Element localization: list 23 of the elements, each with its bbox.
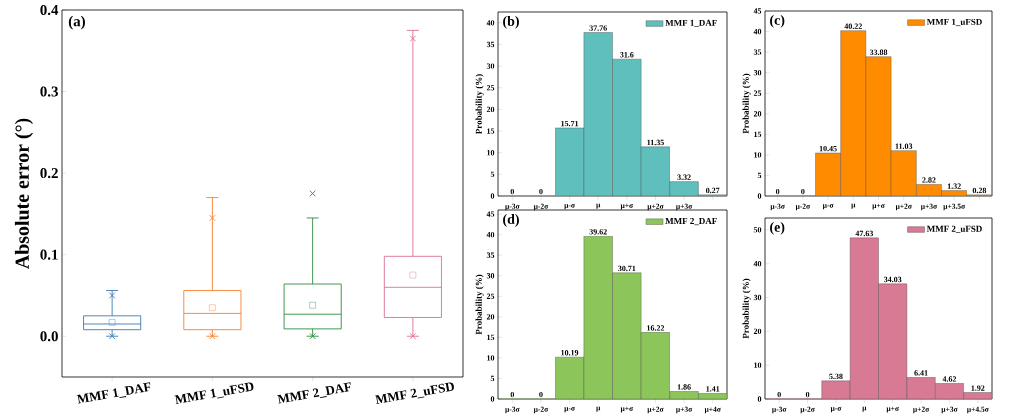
legend-label: MMF 2_DAF bbox=[665, 217, 717, 226]
y-tick-label: 0.3 bbox=[40, 86, 58, 97]
y-axis-title: Probability (%) bbox=[475, 274, 484, 335]
annotation: (c) bbox=[770, 15, 785, 28]
x-tick-label: MMF 1_uFSD bbox=[174, 382, 254, 405]
y-axis-title: Probability (%) bbox=[742, 73, 751, 134]
x-tick-label: MMF 2_DAF bbox=[277, 382, 351, 404]
y-tick-label: 0.0 bbox=[40, 331, 58, 342]
annotation: (d) bbox=[503, 214, 519, 227]
x-tick-label: MMF 1_DAF bbox=[76, 382, 151, 404]
y-axis-title: Probability (%) bbox=[475, 74, 484, 135]
annotation: (e) bbox=[770, 221, 785, 235]
legend-label: MMF 1_uFSD bbox=[926, 18, 982, 27]
annotation: (a) bbox=[68, 15, 85, 30]
y-tick-label: 0.4 bbox=[40, 4, 59, 16]
y-tick-label: 0.2 bbox=[40, 168, 58, 179]
y-tick-label: 0.1 bbox=[40, 249, 58, 260]
annotation: (b) bbox=[503, 16, 519, 29]
y-axis-title: Probability (%) bbox=[742, 278, 751, 339]
y-axis-title: Absolute error (°) bbox=[14, 118, 33, 270]
x-tick-label: MMF 2_uFSD bbox=[374, 382, 454, 405]
legend-label: MMF 1_DAF bbox=[665, 19, 717, 28]
legend-label: MMF 2_uFSD bbox=[926, 225, 982, 233]
